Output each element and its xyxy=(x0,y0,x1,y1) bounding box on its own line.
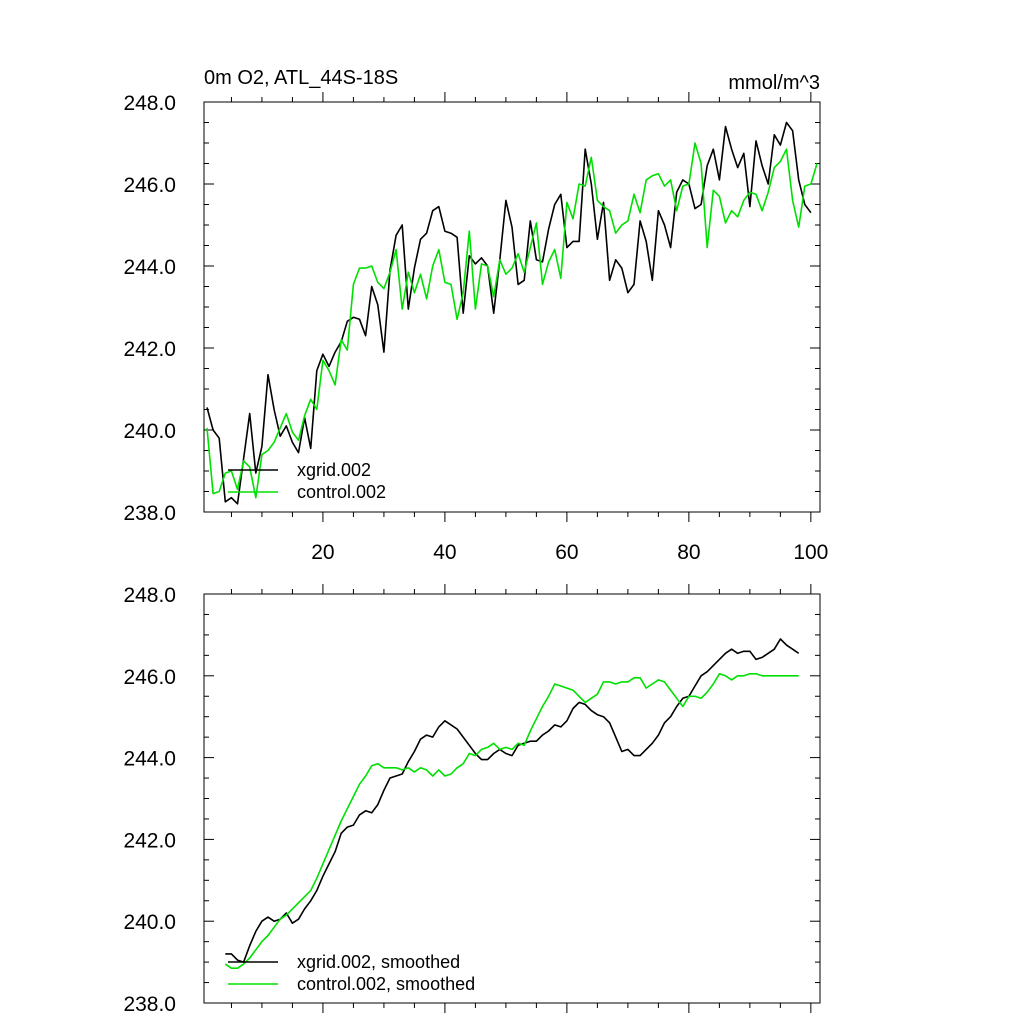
top-y-tick-label: 248.0 xyxy=(123,92,176,115)
bottom-y-tick-label: 244.0 xyxy=(123,748,176,771)
bottom-y-tick-label: 248.0 xyxy=(123,584,176,607)
bottom-y-tick-label: 240.0 xyxy=(123,911,176,934)
top-y-tick-label: 246.0 xyxy=(123,174,176,197)
top-y-tick-label: 244.0 xyxy=(123,256,176,279)
bottom-panel: 238.0 240.0 242.0 244.0 246.0 248.0 xgrid.002,… xyxy=(123,584,821,1016)
top-x-tick-label: 60 xyxy=(555,541,578,564)
chart-title: 0m O2, ATL_44S-18S xyxy=(204,67,398,89)
bottom-y-tick-label: 242.0 xyxy=(123,829,176,852)
bottom-y-tick-label: 246.0 xyxy=(123,666,176,689)
bottom-series-line-xgrid xyxy=(225,638,800,963)
bottom-series-line-control xyxy=(224,672,799,970)
top-y-tick-label: 238.0 xyxy=(123,502,176,525)
top-panel: 238.0 240.0 242.0 244.0 246.0 248.0 20 40 60 80 10… xyxy=(123,67,828,564)
bottom-legend-label-control: control.002, smoothed xyxy=(297,974,475,994)
top-legend-label-xgrid: xgrid.002 xyxy=(297,460,371,480)
units-label: mmol/m^3 xyxy=(728,72,820,94)
top-y-tick-label: 242.0 xyxy=(123,338,176,361)
top-legend-label-control: control.002 xyxy=(297,482,386,502)
top-series-line-control xyxy=(206,142,818,499)
top-x-tick-label: 80 xyxy=(677,541,700,564)
top-x-tick-label: 40 xyxy=(433,541,456,564)
top-x-tick-label: 20 xyxy=(311,541,334,564)
bottom-plot-frame xyxy=(203,593,821,1004)
bottom-legend-label-xgrid: xgrid.002, smoothed xyxy=(297,952,460,972)
top-x-tick-label: 100 xyxy=(793,541,828,564)
bottom-y-tick-label: 238.0 xyxy=(123,993,176,1016)
top-y-tick-label: 240.0 xyxy=(123,420,176,443)
top-series-line-xgrid xyxy=(206,121,812,505)
